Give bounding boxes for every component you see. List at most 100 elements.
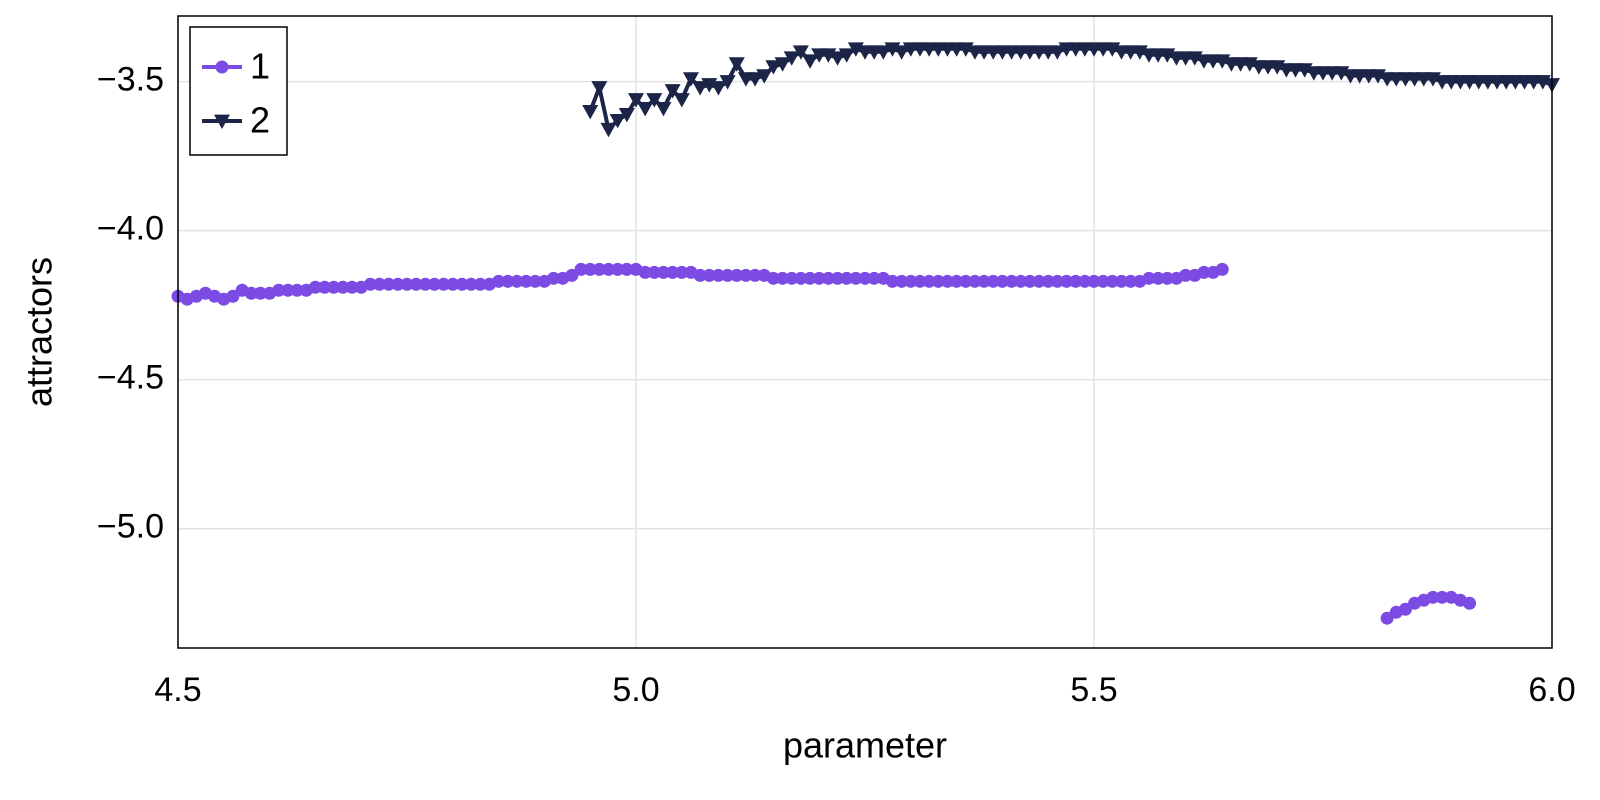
- marker: [838, 48, 855, 63]
- marker: [1124, 274, 1138, 288]
- marker: [592, 262, 606, 276]
- marker: [418, 277, 432, 291]
- marker: [1105, 274, 1119, 288]
- x-tick-label: 5.5: [1070, 671, 1117, 709]
- marker: [675, 265, 689, 279]
- marker: [785, 271, 799, 285]
- y-tick-label: −5.0: [97, 508, 164, 546]
- marker: [1014, 274, 1028, 288]
- marker: [922, 274, 936, 288]
- marker: [582, 104, 599, 120]
- marker: [600, 122, 617, 138]
- marker: [528, 274, 542, 288]
- marker: [673, 93, 690, 108]
- marker: [437, 277, 451, 291]
- marker: [519, 274, 533, 288]
- marker: [363, 277, 377, 291]
- marker: [290, 283, 304, 297]
- legend-label: 2: [250, 100, 270, 141]
- marker: [710, 81, 727, 96]
- marker: [831, 271, 845, 285]
- marker: [1032, 274, 1046, 288]
- marker: [913, 274, 927, 288]
- marker: [492, 274, 506, 288]
- marker: [327, 280, 341, 294]
- x-tick-label: 4.5: [154, 671, 201, 709]
- marker: [1078, 274, 1092, 288]
- marker: [382, 277, 396, 291]
- marker: [1197, 265, 1211, 279]
- marker: [1060, 274, 1074, 288]
- marker: [638, 265, 652, 279]
- marker: [1049, 45, 1066, 60]
- marker: [721, 268, 735, 282]
- marker: [602, 262, 616, 276]
- marker: [547, 271, 561, 285]
- marker: [455, 277, 469, 291]
- marker: [336, 280, 350, 294]
- legend-marker: [215, 60, 229, 74]
- marker: [875, 45, 892, 60]
- marker: [628, 93, 644, 108]
- marker: [510, 274, 524, 288]
- marker: [620, 262, 634, 276]
- marker: [611, 262, 625, 276]
- marker: [637, 102, 654, 117]
- marker: [792, 45, 809, 60]
- marker: [812, 271, 826, 285]
- marker: [885, 274, 899, 288]
- marker: [995, 274, 1009, 288]
- marker: [1023, 274, 1037, 288]
- x-axis-label: parameter: [783, 725, 947, 766]
- legend-marker: [214, 114, 230, 129]
- marker: [655, 102, 672, 117]
- marker: [950, 274, 964, 288]
- marker: [867, 271, 881, 285]
- marker: [730, 268, 744, 282]
- marker: [1096, 274, 1110, 288]
- y-tick-label: −3.5: [97, 61, 164, 99]
- marker: [802, 54, 819, 69]
- marker: [226, 289, 240, 303]
- marker: [1069, 274, 1083, 288]
- marker: [702, 268, 716, 282]
- marker: [574, 262, 588, 276]
- marker: [692, 81, 709, 96]
- marker: [664, 84, 681, 99]
- marker: [849, 271, 863, 285]
- y-tick-label: −4.0: [97, 210, 164, 248]
- marker: [711, 268, 725, 282]
- marker: [858, 271, 872, 285]
- marker: [473, 277, 487, 291]
- marker: [829, 51, 846, 66]
- marker: [931, 274, 945, 288]
- marker: [776, 271, 790, 285]
- marker: [893, 45, 910, 60]
- marker: [1380, 611, 1394, 625]
- marker: [656, 265, 670, 279]
- marker: [1041, 274, 1055, 288]
- marker: [728, 57, 745, 72]
- marker: [940, 274, 954, 288]
- marker: [739, 268, 753, 282]
- marker: [1005, 274, 1019, 288]
- marker: [646, 93, 663, 108]
- series-line: [177, 267, 1471, 620]
- marker: [373, 277, 387, 291]
- marker: [977, 274, 991, 288]
- marker: [609, 113, 626, 129]
- marker: [1142, 271, 1156, 285]
- marker: [400, 277, 414, 291]
- marker: [565, 268, 579, 282]
- marker: [409, 277, 423, 291]
- legend-label: 1: [250, 46, 270, 87]
- marker: [345, 280, 359, 294]
- marker: [253, 286, 267, 300]
- x-tick-label: 6.0: [1528, 671, 1575, 709]
- marker: [1435, 590, 1449, 604]
- marker: [1087, 274, 1101, 288]
- marker: [1151, 271, 1165, 285]
- marker: [591, 81, 608, 96]
- marker: [318, 280, 332, 294]
